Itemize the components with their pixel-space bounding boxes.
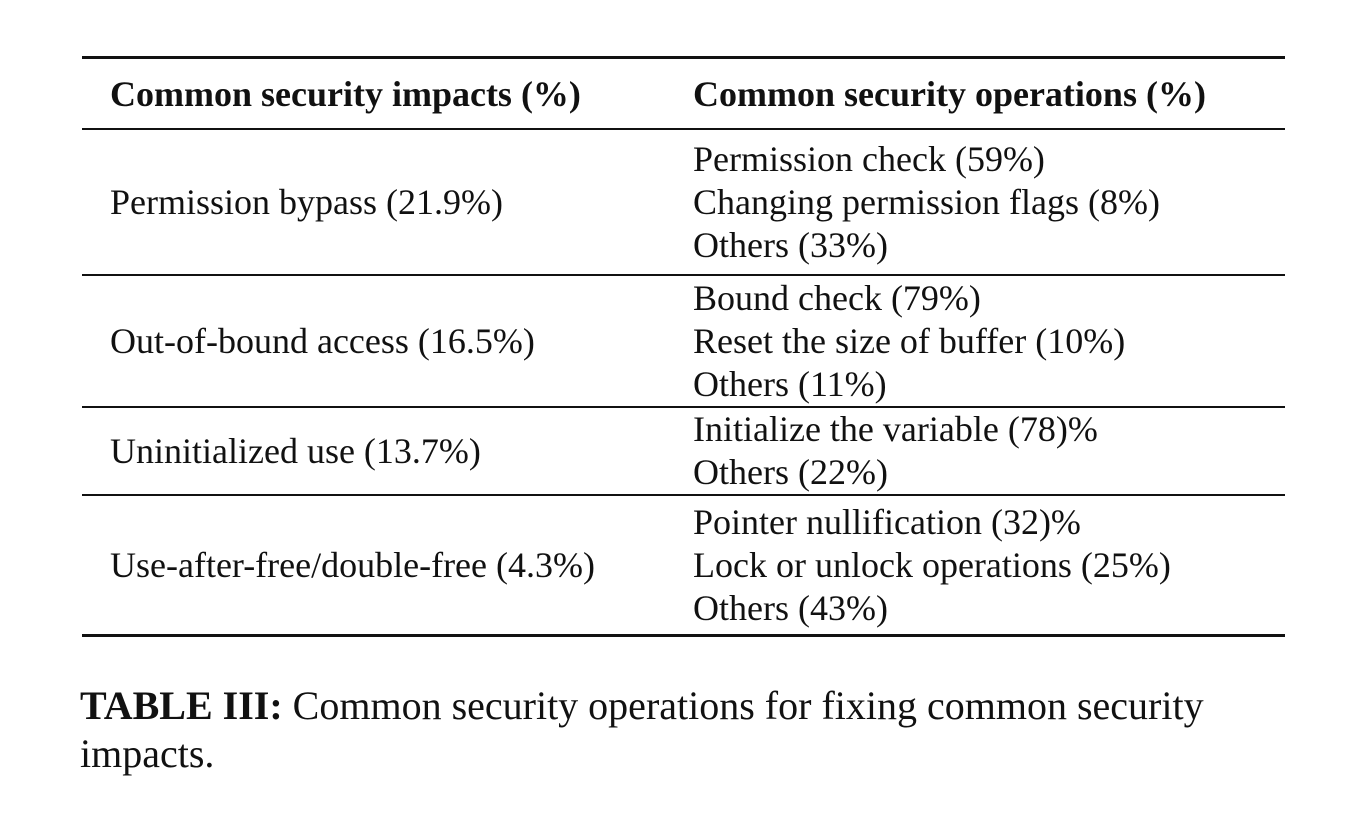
- header-operations: Common security operations (%): [693, 73, 1206, 114]
- header-rule: [82, 128, 1285, 130]
- operation-item: Changing permission flags (8%): [693, 181, 1160, 222]
- operation-item: Pointer nullification (32)%: [693, 501, 1081, 542]
- table-row: Uninitialized use (13.7%) Initialize the…: [82, 408, 1285, 494]
- operation-item: Bound check (79%): [693, 277, 981, 318]
- operations-cell: Permission check (59%) Changing permissi…: [665, 138, 1285, 267]
- operation-item: Permission check (59%): [693, 138, 1045, 179]
- operation-item: Others (43%): [693, 587, 888, 628]
- operations-cell: Bound check (79%) Reset the size of buff…: [665, 277, 1285, 406]
- caption-text: Common security operations for fixing co…: [80, 683, 1204, 776]
- operations-cell: Pointer nullification (32)% Lock or unlo…: [665, 501, 1285, 630]
- table-caption: TABLE III: Common security operations fo…: [80, 682, 1305, 778]
- operation-item: Others (33%): [693, 224, 888, 265]
- operation-item: Lock or unlock operations (25%): [693, 544, 1171, 585]
- operation-item: Reset the size of buffer (10%): [693, 320, 1126, 361]
- impact-cell: Permission bypass (21.9%): [110, 181, 503, 222]
- table-header-row: Common security impacts (%) Common secur…: [82, 59, 1285, 128]
- impact-cell: Out-of-bound access (16.5%): [110, 320, 535, 361]
- operation-item: Initialize the variable (78)%: [693, 409, 1098, 449]
- header-impacts: Common security impacts (%): [110, 73, 581, 114]
- operation-item: Others (11%): [693, 363, 887, 404]
- table-row: Out-of-bound access (16.5%) Bound check …: [82, 276, 1285, 406]
- row-rule: [82, 494, 1285, 496]
- row-rule: [82, 406, 1285, 408]
- operations-cell: Initialize the variable (78)% Others (22…: [665, 408, 1285, 494]
- security-table: Common security impacts (%) Common secur…: [82, 56, 1285, 637]
- impact-cell: Uninitialized use (13.7%): [110, 430, 481, 471]
- impact-cell: Use-after-free/double-free (4.3%): [110, 544, 595, 585]
- table-row: Permission bypass (21.9%) Permission che…: [82, 130, 1285, 274]
- row-rule: [82, 274, 1285, 276]
- table-row: Use-after-free/double-free (4.3%) Pointe…: [82, 496, 1285, 634]
- bottom-rule: [82, 634, 1285, 637]
- operation-item: Others (22%): [693, 452, 888, 492]
- top-rule: [82, 56, 1285, 59]
- caption-label: TABLE III:: [80, 683, 283, 728]
